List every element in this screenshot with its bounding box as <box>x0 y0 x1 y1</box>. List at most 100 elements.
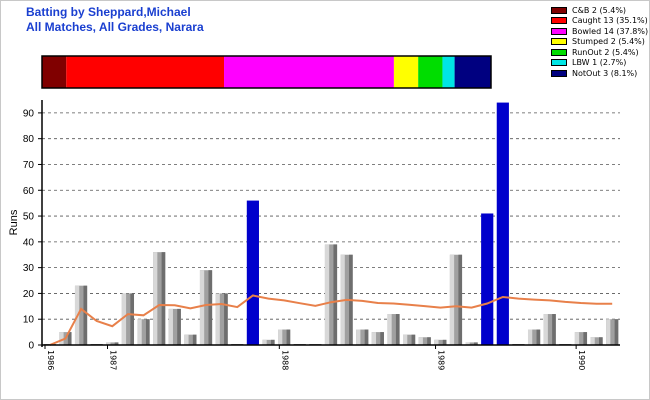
legend-label: Stumped 2 (5.4%) <box>572 37 645 47</box>
x-year-label: 1988 <box>280 350 289 370</box>
legend-item: LBW 1 (2.7%) <box>551 58 648 69</box>
y-axis-label: Runs <box>8 209 20 235</box>
innings-bar-highlight <box>168 308 173 345</box>
legend-item: Caught 13 (35.1%) <box>551 16 648 27</box>
innings-bar-highlight <box>449 254 455 345</box>
legend-swatch <box>551 69 567 77</box>
innings-bar-shade <box>224 293 228 345</box>
legend-label: Bowled 14 (37.8%) <box>572 26 649 36</box>
innings-bar-shade <box>208 270 213 345</box>
innings-bar-highlight <box>106 342 111 345</box>
innings-bar-shade <box>474 342 478 345</box>
innings-bar <box>262 339 275 345</box>
dismissal-strip-segment <box>224 56 394 88</box>
innings-bar-highlight <box>574 332 580 345</box>
innings-bar-shade <box>411 334 416 345</box>
innings-bar <box>403 334 416 345</box>
y-tick-label: 40 <box>23 237 35 248</box>
y-tick-label: 50 <box>23 212 35 223</box>
innings-bar-highlight <box>590 337 595 345</box>
innings-bar-shade <box>286 329 291 345</box>
innings-bar-highlight <box>356 329 361 345</box>
legend-item: Stumped 2 (5.4%) <box>551 37 648 48</box>
innings-bar-shade <box>161 252 166 345</box>
innings-bar-highlight <box>403 334 408 345</box>
innings-bar-shade <box>380 332 384 345</box>
innings-bar-highlight <box>465 342 470 345</box>
innings-bar-shade <box>552 314 556 345</box>
innings-bar <box>106 342 119 345</box>
y-tick-label: 20 <box>23 289 35 300</box>
y-tick-label: 60 <box>23 186 35 197</box>
dismissal-strip-segment <box>66 56 225 88</box>
x-year-label: 1986 <box>46 350 55 370</box>
innings-bar-shade <box>614 319 619 345</box>
innings-bar-highlight <box>262 339 267 345</box>
innings-bar-highlight <box>387 314 392 345</box>
y-tick-label: 0 <box>28 341 34 352</box>
legend-swatch <box>551 48 567 56</box>
innings-bar-highlight <box>215 293 220 345</box>
x-year-label: 1989 <box>437 350 446 370</box>
innings-bar-shade <box>83 285 88 345</box>
x-year-label: 1987 <box>108 350 117 370</box>
legend-label: RunOut 2 (5.4%) <box>572 47 639 57</box>
legend-swatch <box>551 27 567 35</box>
innings-bar <box>434 339 447 345</box>
x-year-label: 1990 <box>577 350 586 370</box>
innings-bar-shade <box>536 329 541 345</box>
running-average-line <box>49 294 613 346</box>
innings-bar-shade <box>458 254 463 345</box>
innings-bar-not-out <box>246 200 259 345</box>
innings-bar-highlight <box>199 270 205 345</box>
innings-bar-not-out <box>496 102 509 345</box>
y-tick-label: 80 <box>23 134 35 145</box>
dismissal-strip-segment <box>418 56 443 88</box>
innings-bar-shade <box>130 293 135 345</box>
innings-bar-shade <box>270 339 275 345</box>
dismissal-strip-segment <box>454 56 491 88</box>
innings-bar-shade <box>599 337 603 345</box>
innings-bar-shade <box>395 314 400 345</box>
legend-swatch <box>551 59 567 67</box>
innings-bar-highlight <box>153 252 158 345</box>
legend-item: NotOut 3 (8.1%) <box>551 68 648 79</box>
innings-bar-shade <box>67 332 72 345</box>
chart-title-line1: Batting by Sheppard,Michael <box>26 5 191 19</box>
innings-bar-shade <box>145 319 150 345</box>
innings-bar <box>184 334 197 345</box>
dismissal-legend: C&B 2 (5.4%) Caught 13 (35.1%) Bowled 14 (… <box>551 5 648 79</box>
innings-bar-shade <box>192 334 197 345</box>
y-tick-label: 30 <box>23 263 35 274</box>
innings-bar-shade <box>427 337 431 345</box>
innings-bar <box>465 342 478 345</box>
legend-swatch <box>551 38 567 46</box>
innings-bar-shade <box>114 342 119 345</box>
innings-bar-highlight <box>418 337 423 345</box>
innings-bar-highlight <box>137 319 142 345</box>
chart-title-line2: All Matches, All Grades, Narara <box>26 20 204 34</box>
legend-swatch <box>551 6 567 14</box>
innings-bar-highlight <box>606 319 611 345</box>
innings-bar-highlight <box>121 293 127 345</box>
legend-label: LBW 1 (2.7%) <box>572 58 627 68</box>
dismissal-strip-segment <box>393 56 419 88</box>
innings-bar-highlight <box>527 329 533 345</box>
y-tick-label: 90 <box>23 108 35 119</box>
innings-bar-shade <box>442 339 447 345</box>
dismissal-strip-border <box>41 55 492 89</box>
innings-bar-shade <box>364 329 369 345</box>
dismissal-strip-segment <box>442 56 455 88</box>
legend-label: C&B 2 (5.4%) <box>572 5 627 15</box>
innings-bar-highlight <box>324 244 330 345</box>
innings-bar-highlight <box>59 332 64 345</box>
innings-bar-highlight <box>434 339 439 345</box>
legend-label: NotOut 3 (8.1%) <box>572 68 638 78</box>
legend-swatch <box>551 17 567 25</box>
y-tick-label: 10 <box>23 315 35 326</box>
innings-bar-shade <box>177 308 181 345</box>
innings-bar-shade <box>333 244 338 345</box>
y-tick-label: 70 <box>23 160 35 171</box>
innings-bar-highlight <box>371 332 377 345</box>
